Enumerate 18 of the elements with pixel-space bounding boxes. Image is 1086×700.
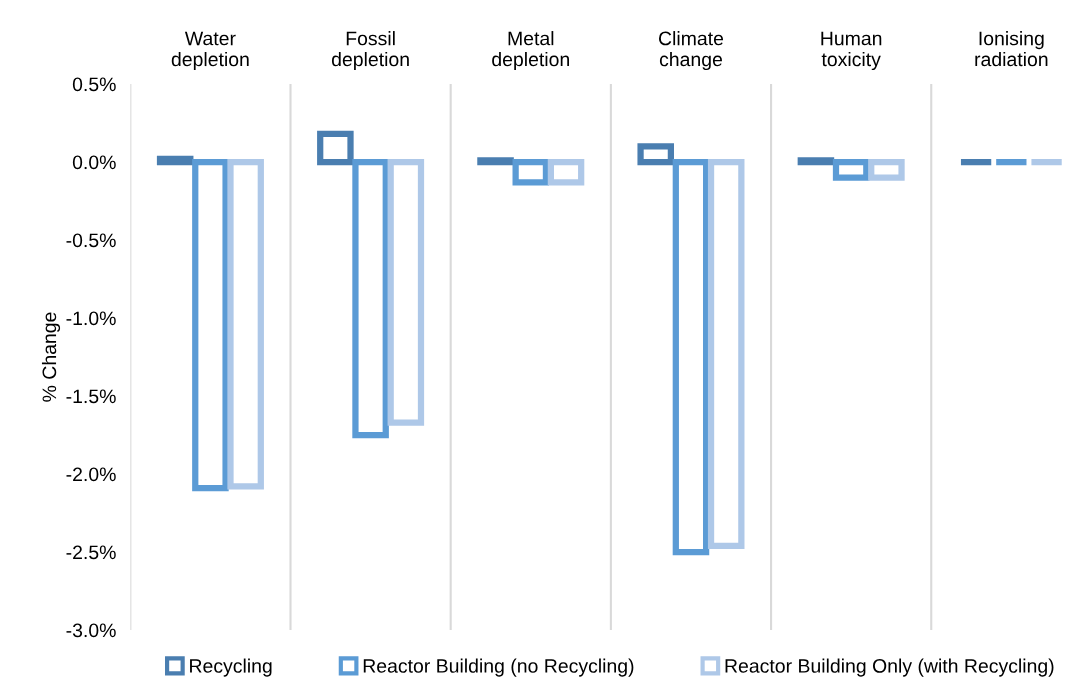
x-tick-label: Fossil depletion — [331, 31, 409, 71]
legend-label: Reactor Building Only (with Recycling) — [725, 658, 1054, 677]
x-tick-label: Ionising radiation — [975, 31, 1048, 67]
y-tick-label: -2.0% — [66, 467, 116, 482]
y-tick-label: -2.5% — [66, 545, 116, 560]
y-tick-label: -1.0% — [66, 311, 116, 326]
y-tick-label: -1.5% — [66, 389, 116, 404]
x-tick-label: Metal depletion — [492, 31, 569, 71]
y-tick-label: 0.5% — [72, 77, 116, 92]
legend-label: Recycling — [190, 658, 272, 677]
y-tick-label: -3.0% — [66, 623, 116, 638]
x-tick-label: Climate change — [659, 31, 724, 71]
y-tick-label: -0.5% — [66, 233, 116, 248]
y-axis-title: % Change — [41, 312, 61, 402]
y-tick-label: 0.0% — [72, 155, 116, 170]
legend-label: Reactor Building (no Recycling) — [363, 658, 634, 677]
x-tick-label: Water depletion — [171, 31, 249, 71]
x-tick-label: Human toxicity — [821, 31, 882, 71]
